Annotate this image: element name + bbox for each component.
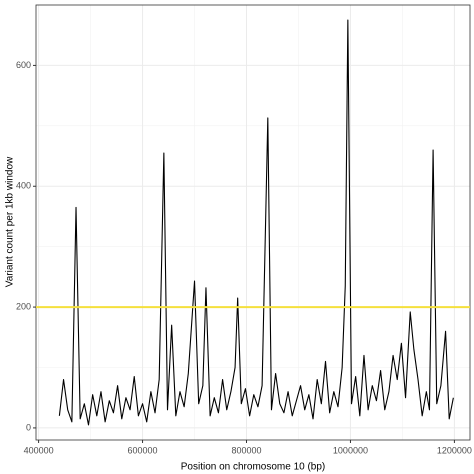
x-tick-label: 1000000 bbox=[333, 445, 368, 455]
y-tick-label: 0 bbox=[26, 422, 31, 432]
line bbox=[58, 19, 454, 426]
x-tick-label: 600000 bbox=[128, 445, 158, 455]
x-tick-label: 400000 bbox=[24, 445, 54, 455]
y-tick-label: 200 bbox=[16, 301, 31, 311]
y-tick-label: 600 bbox=[16, 60, 31, 70]
x-axis-title: Position on chromosome 10 (bp) bbox=[181, 462, 326, 473]
y-axis-title: Variant count per 1kb window bbox=[5, 156, 16, 287]
y-tick-label: 400 bbox=[16, 181, 31, 191]
x-tick-label: 800000 bbox=[231, 445, 261, 455]
panel-border bbox=[35, 4, 471, 441]
x-tick-label: 1200000 bbox=[437, 445, 472, 455]
